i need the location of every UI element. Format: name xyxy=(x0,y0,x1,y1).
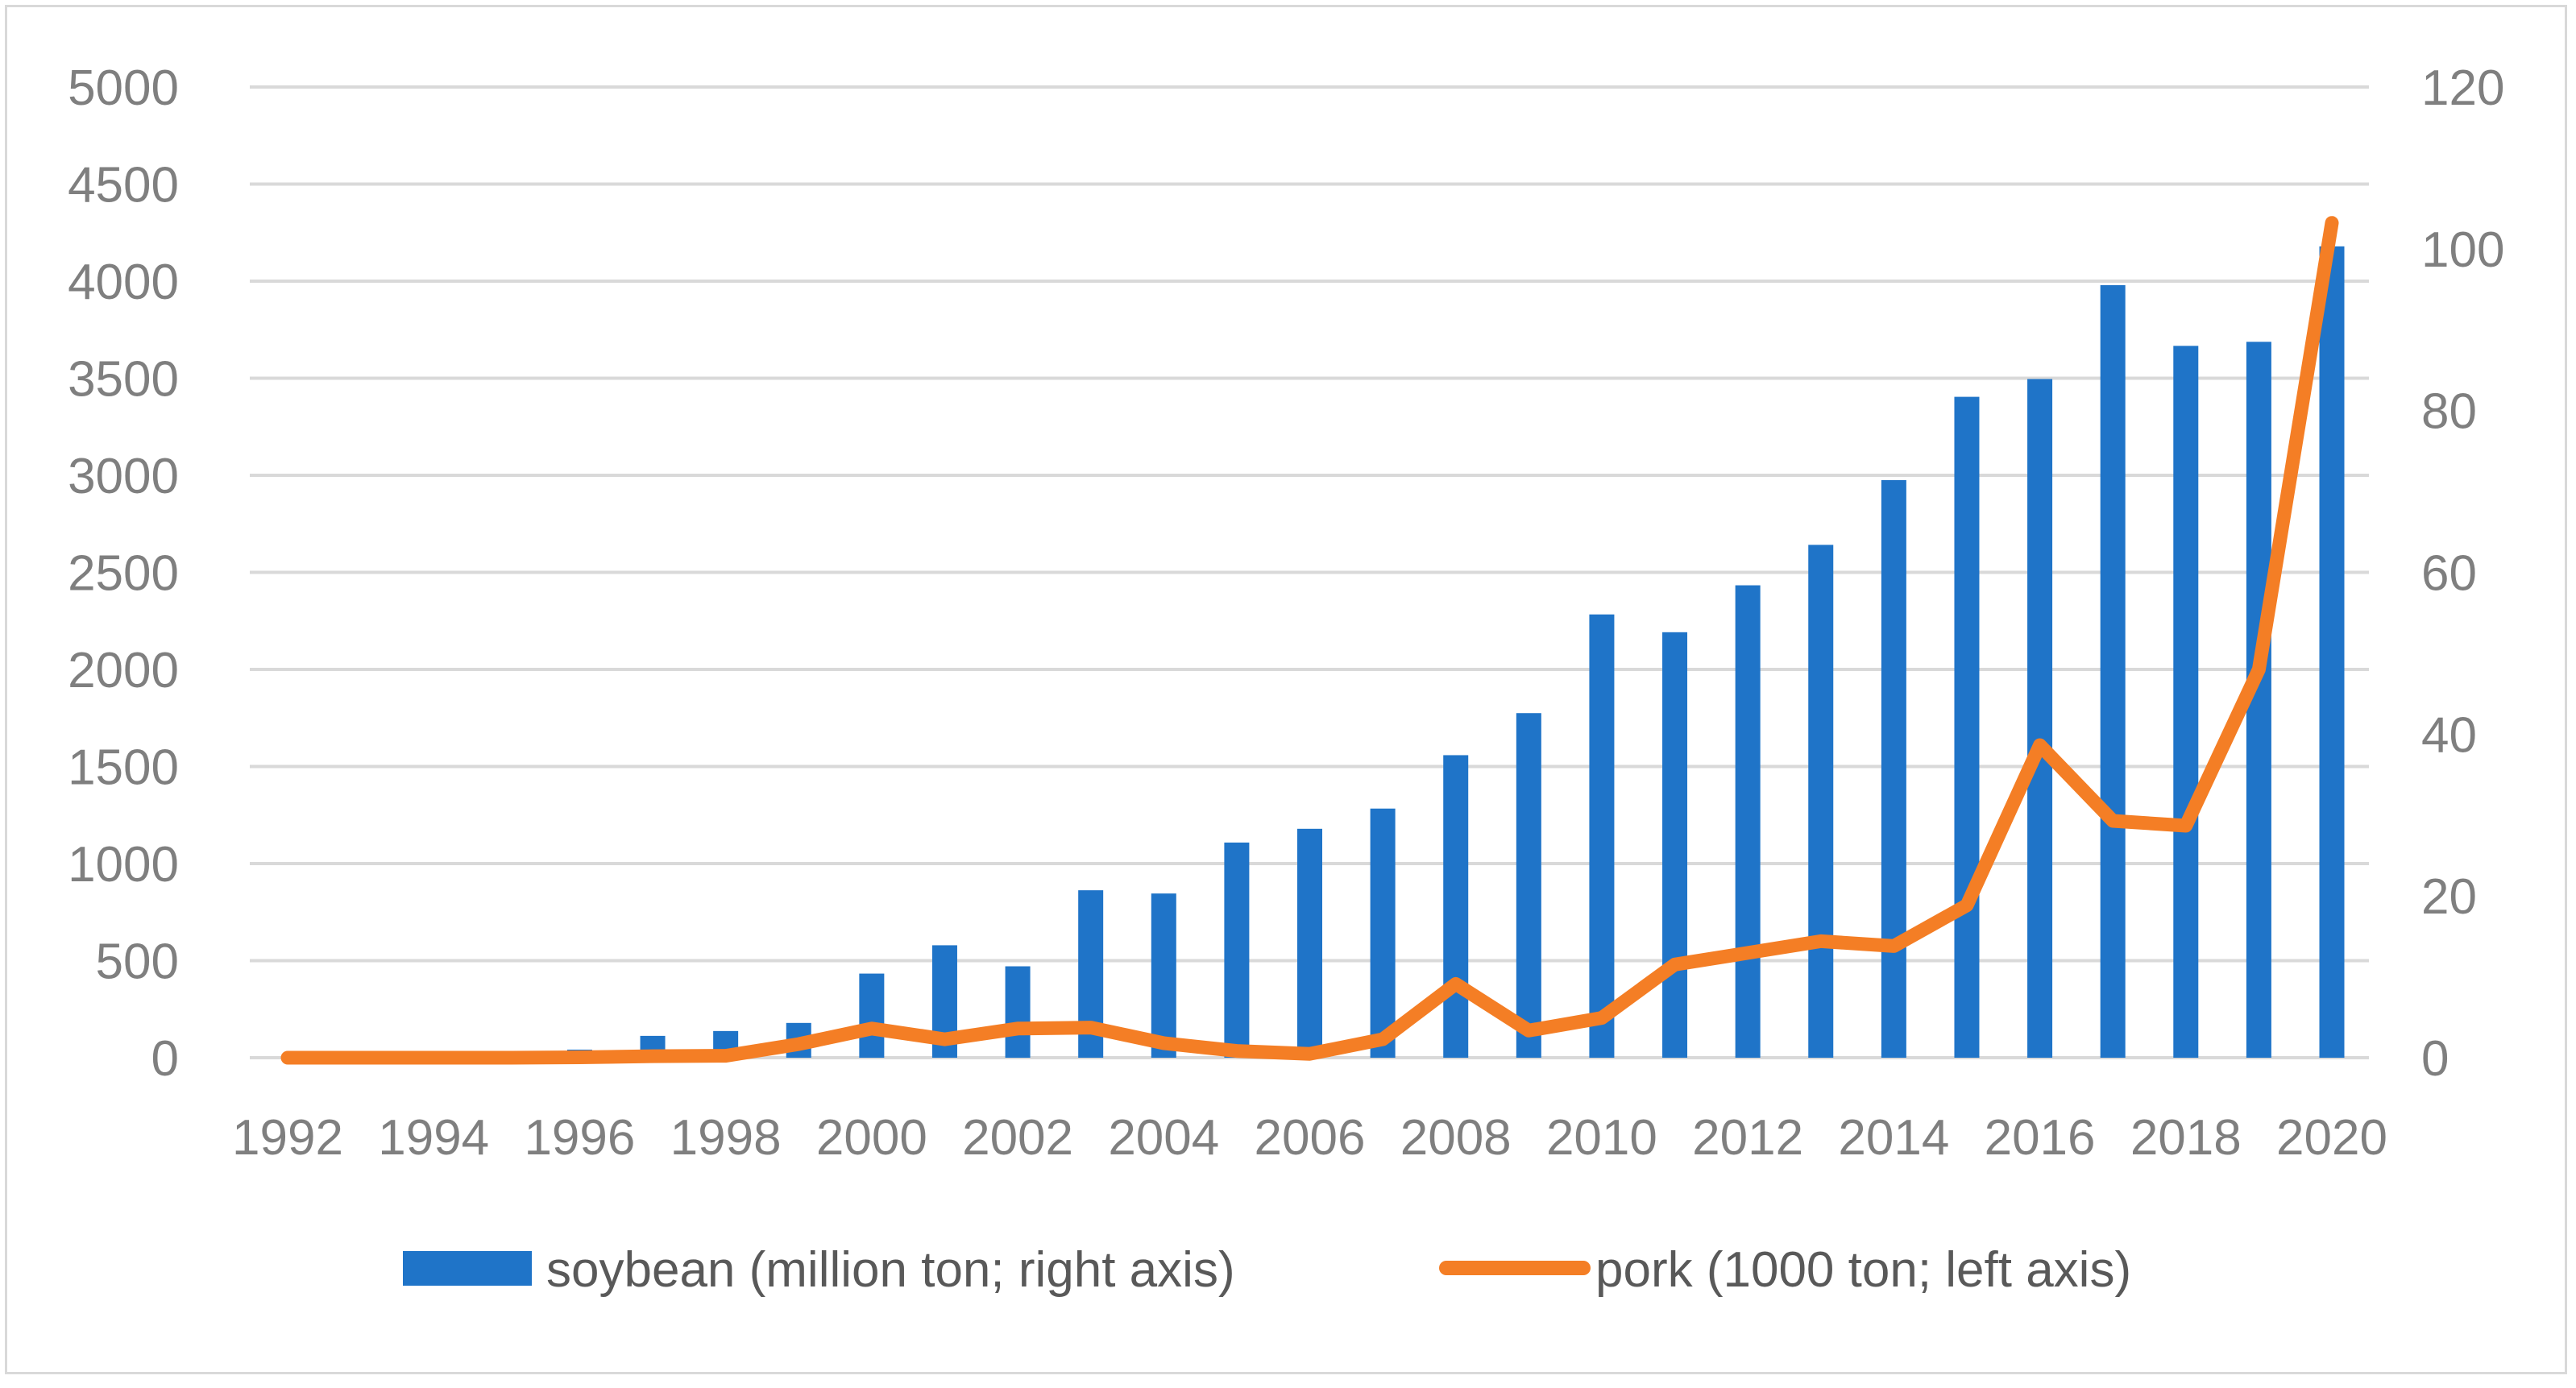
left-axis-tick-label: 500 xyxy=(96,934,179,990)
soybean-bar xyxy=(1370,808,1396,1058)
right-axis-tick-label: 40 xyxy=(2421,707,2477,763)
x-axis-tick-label: 2004 xyxy=(1108,1110,1219,1166)
chart-frame xyxy=(5,5,2567,1374)
soybean-bar xyxy=(1881,480,1906,1058)
soybean-bar xyxy=(2319,246,2345,1059)
soybean-bar xyxy=(2173,346,2199,1058)
left-axis-tick-label: 1500 xyxy=(68,740,179,796)
soybean-bar xyxy=(1297,828,1322,1058)
x-axis-ticks: 1992 1994 1996 1998 2000 2002 2004 2006 2008 2010… xyxy=(232,1110,2387,1166)
soybean-bar xyxy=(1662,632,1688,1058)
x-axis-tick-label: 1992 xyxy=(232,1110,343,1166)
left-axis-tick-label: 2500 xyxy=(68,546,179,602)
soybean-bar xyxy=(1808,545,1834,1058)
left-axis-tick-label: 1000 xyxy=(68,837,179,893)
x-axis-tick-label: 2016 xyxy=(1985,1110,2096,1166)
x-axis-tick-label: 2000 xyxy=(816,1110,927,1166)
left-axis-tick-label: 3000 xyxy=(68,449,179,504)
right-axis-tick-label: 60 xyxy=(2421,546,2477,602)
left-axis-tick-label: 4000 xyxy=(68,255,179,310)
soybean-bar xyxy=(1589,614,1615,1058)
soybean-bar xyxy=(859,973,885,1058)
right-axis-tick-label: 100 xyxy=(2421,222,2504,278)
soybean-bar xyxy=(1516,713,1541,1058)
legend-pork-label: pork (1000 ton; left axis) xyxy=(1595,1242,2131,1298)
legend-soybean-swatch xyxy=(403,1251,532,1286)
soybean-bar xyxy=(1005,966,1031,1058)
x-axis-tick-label: 2020 xyxy=(2276,1110,2387,1166)
x-axis-tick-label: 2010 xyxy=(1546,1110,1657,1166)
soybean-bar xyxy=(1735,585,1761,1058)
x-axis-tick-label: 2014 xyxy=(1838,1110,1949,1166)
soybean-bar xyxy=(1443,755,1469,1058)
x-axis-tick-label: 2012 xyxy=(1692,1110,1803,1166)
soybean-bar xyxy=(2027,379,2053,1059)
left-axis-tick-label: 0 xyxy=(151,1031,179,1087)
legend-soybean-label: soybean (million ton; right axis) xyxy=(546,1242,1235,1298)
pork-line-layer xyxy=(280,216,2339,1065)
legend: soybean (million ton; right axis) pork (… xyxy=(403,1242,2131,1298)
soybean-bar xyxy=(2100,285,2126,1058)
left-axis-tick-label: 5000 xyxy=(68,60,179,116)
x-axis-tick-label: 2008 xyxy=(1400,1110,1512,1166)
left-axis-tick-label: 4500 xyxy=(68,158,179,213)
pork-line xyxy=(280,216,2339,1065)
right-axis-ticks: 0 20 40 60 80 100 120 xyxy=(2421,60,2504,1087)
soybean-bar xyxy=(1151,893,1176,1058)
soybean-bars xyxy=(566,246,2345,1059)
x-axis-tick-label: 2018 xyxy=(2130,1110,2242,1166)
x-axis-tick-label: 2002 xyxy=(962,1110,1073,1166)
x-axis-tick-label: 1994 xyxy=(378,1110,489,1166)
left-axis-tick-label: 3500 xyxy=(68,352,179,408)
right-axis-tick-label: 80 xyxy=(2421,384,2477,440)
right-axis-tick-label: 20 xyxy=(2421,869,2477,925)
soybean-bar xyxy=(1224,842,1250,1058)
x-axis-tick-label: 1996 xyxy=(524,1110,635,1166)
x-axis-tick-label: 2006 xyxy=(1255,1110,1366,1166)
soybean-bar xyxy=(1954,396,1980,1058)
x-axis-tick-label: 1998 xyxy=(670,1110,782,1166)
right-axis-tick-label: 120 xyxy=(2421,60,2504,116)
right-axis-tick-label: 0 xyxy=(2421,1031,2449,1087)
left-axis-ticks: 0 500 1000 1500 2000 2500 3000 3500 4000 4500 5000 xyxy=(68,60,179,1087)
left-axis-tick-label: 2000 xyxy=(68,643,179,698)
